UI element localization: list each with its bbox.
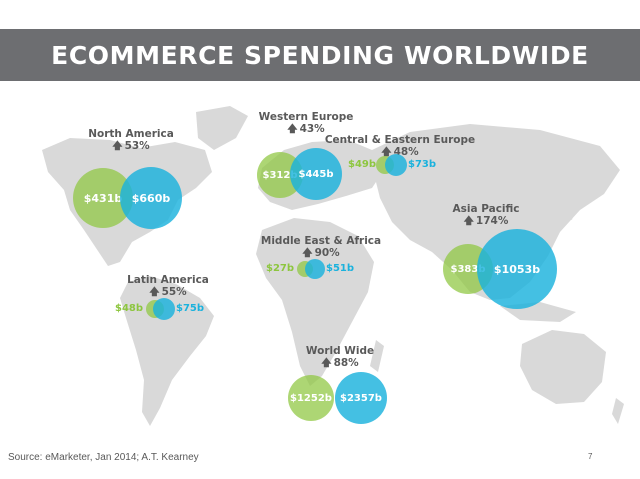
up-arrow-icon: 🡅 (287, 124, 298, 135)
region-name: North America (88, 128, 174, 140)
value-2013-middle-east-africa: $27b (266, 263, 295, 274)
page-number: 7 (588, 452, 593, 461)
up-arrow-icon: 🡅 (149, 287, 160, 298)
region-label-middle-east-africa: Middle East & Africa 🡅 90% (261, 235, 381, 260)
value-2018-middle-east-africa: $51b (326, 263, 355, 274)
bubble-2018-asia-pacific: $1053b (477, 229, 557, 309)
region-label-world-wide: World Wide 🡅 88% (306, 345, 374, 370)
region-name: Western Europe (258, 111, 354, 123)
bubble-2018-world-wide: $2357b (335, 372, 387, 424)
region-label-asia-pacific: Asia Pacific 🡅 174% (452, 203, 519, 228)
bubble-2018-latin-america (153, 298, 175, 320)
region-label-western-europe: Western Europe 🡅 43% (259, 111, 354, 136)
region-name: World Wide (305, 345, 375, 357)
bubble-2013-world-wide: $1252b (288, 375, 334, 421)
growth-percent: 55% (161, 286, 187, 298)
region-name: Middle East & Africa (260, 235, 382, 247)
growth-percent: 53% (124, 140, 150, 152)
greenland-landmass (196, 106, 248, 150)
bubble-2018-western-europe: $445b (290, 148, 342, 200)
australia-landmass (520, 330, 606, 404)
new-zealand-landmass (612, 398, 624, 424)
up-arrow-icon: 🡅 (112, 141, 123, 152)
up-arrow-icon: 🡅 (302, 248, 313, 259)
africa-landmass (256, 218, 374, 386)
source-note: Source: eMarketer, Jan 2014; A.T. Kearne… (8, 452, 199, 463)
japan-landmass (562, 186, 578, 220)
value-2013-central-eastern-europe: $49b (348, 159, 377, 170)
title-bar: ECOMMERCE SPENDING WORLDWIDE (0, 29, 640, 81)
region-name: Central & Eastern Europe (324, 134, 476, 146)
region-label-north-america: North America 🡅 53% (88, 128, 174, 153)
madagascar-landmass (370, 340, 384, 372)
up-arrow-icon: 🡅 (381, 147, 392, 158)
south-america-landmass (120, 276, 214, 426)
up-arrow-icon: 🡅 (463, 216, 474, 227)
up-arrow-icon: 🡅 (321, 358, 332, 369)
page-title: ECOMMERCE SPENDING WORLDWIDE (51, 40, 589, 70)
value-2018-central-eastern-europe: $73b (408, 159, 437, 170)
value-2018-latin-america: $75b (176, 303, 205, 314)
bubble-2018-middle-east-africa (305, 259, 325, 279)
growth-percent: 88% (333, 357, 359, 369)
bubble-2018-central-eastern-europe (385, 154, 407, 176)
region-name: Asia Pacific (452, 203, 520, 215)
growth-percent: 174% (475, 215, 509, 227)
region-name: Latin America (127, 274, 209, 286)
bubble-2018-north-america: $660b (120, 167, 182, 229)
growth-percent: 43% (299, 123, 325, 135)
growth-percent: 90% (314, 247, 340, 259)
value-2013-latin-america: $48b (115, 303, 144, 314)
region-label-latin-america: Latin America 🡅 55% (127, 274, 209, 299)
asia-landmass (372, 124, 620, 300)
